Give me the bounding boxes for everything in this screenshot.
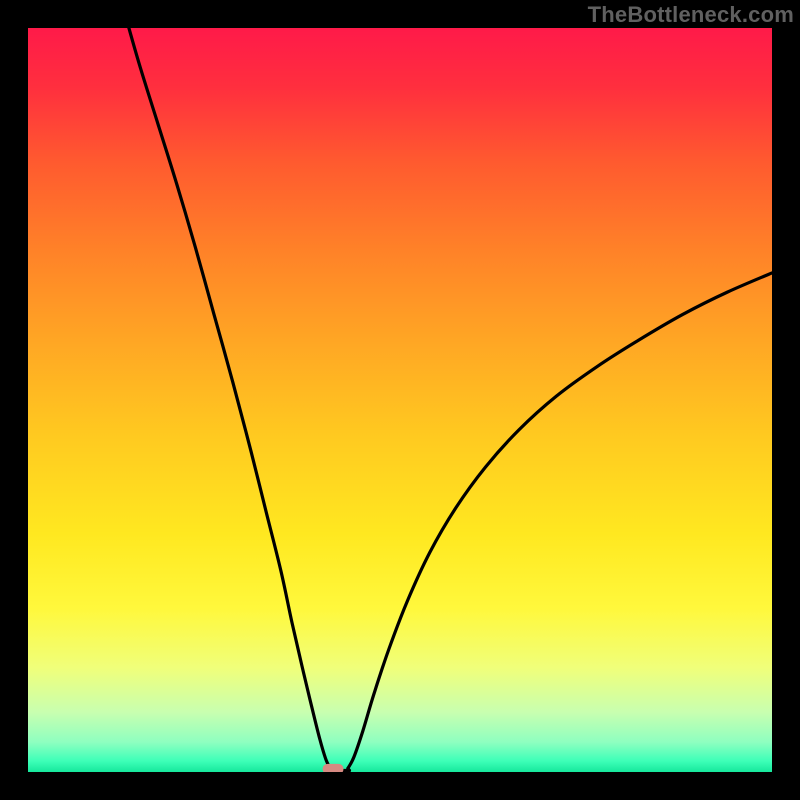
figure-root: TheBottleneck.com <box>0 0 800 800</box>
curve-right-branch <box>348 270 772 768</box>
curve-layer <box>28 28 772 772</box>
attribution-text: TheBottleneck.com <box>588 2 794 28</box>
plot-area <box>28 28 772 772</box>
notch-marker <box>323 764 344 772</box>
curve-join-right <box>348 768 349 770</box>
curve-left-branch <box>125 28 330 768</box>
